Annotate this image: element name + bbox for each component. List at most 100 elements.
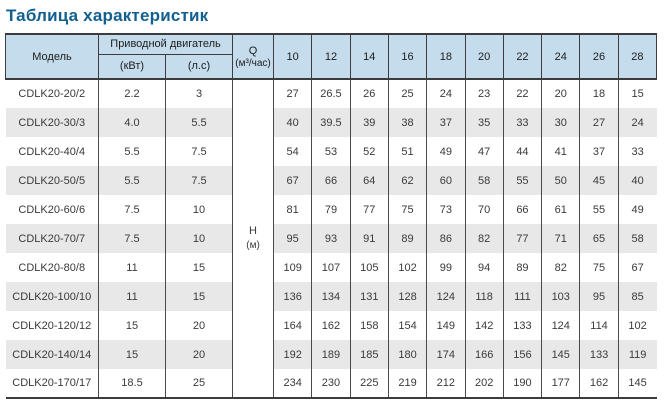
col-header-flow-16: 16 <box>387 33 428 80</box>
model-cell: CDLK20-40/4 <box>5 137 99 166</box>
head-value-cell: 23 <box>464 79 504 108</box>
table-row: CDLK20-20/2 2.2 3 Н (м) 27 26.5 26 25 24 23 22 20 18 1… <box>5 79 657 399</box>
head-value-cell: 44 <box>502 137 543 166</box>
head-value-cell: 93 <box>311 224 351 253</box>
model-cell: CDLK20-70/7 <box>5 224 99 253</box>
head-value-cell: 202 <box>464 369 504 399</box>
head-value-cell: 67 <box>617 253 657 282</box>
head-value-cell: 136 <box>273 282 313 311</box>
col-header-flow-10: 10 <box>273 33 313 80</box>
power-hp-cell: 20 <box>164 340 234 369</box>
head-value-cell: 174 <box>426 340 466 369</box>
head-value-cell: 109 <box>273 253 313 282</box>
col-header-flow-14: 14 <box>349 33 389 80</box>
power-kw-cell: 18.5 <box>98 369 166 399</box>
model-cell: CDLK20-60/6 <box>5 195 99 224</box>
head-value-cell: 22 <box>502 79 543 108</box>
head-value-cell: 70 <box>464 195 504 224</box>
head-value-cell: 111 <box>502 282 543 311</box>
power-hp-cell: 10 <box>164 195 234 224</box>
model-cell: CDLK20-30/3 <box>5 108 99 137</box>
col-header-flow-28: 28 <box>617 33 658 80</box>
head-value-cell: 55 <box>579 195 619 224</box>
model-cell: CDLK20-100/10 <box>5 282 99 311</box>
head-value-cell: 124 <box>541 311 581 340</box>
head-value-cell: 33 <box>502 108 543 137</box>
head-value-cell: 81 <box>273 195 313 224</box>
table-row: CDLK20-30/3 4.0 5.5 40 39.5 39 38 37 35 33 30 27 24 <box>5 108 657 137</box>
head-value-cell: 66 <box>311 166 351 195</box>
head-value-cell: 133 <box>502 311 543 340</box>
head-value-cell: 82 <box>464 224 504 253</box>
head-value-cell: 105 <box>349 253 389 282</box>
head-value-cell: 133 <box>579 340 619 369</box>
head-value-cell: 65 <box>579 224 619 253</box>
table-row: CDLK20-50/5 5.5 7.5 67 66 64 62 60 58 55 50 45 40 <box>5 166 657 195</box>
power-hp-cell: 7.5 <box>164 166 234 195</box>
power-hp-cell: 5.5 <box>164 108 234 137</box>
col-header-flow-26: 26 <box>579 33 619 80</box>
head-value-cell: 102 <box>617 311 657 340</box>
head-unit-cell: Н (м) <box>232 79 275 399</box>
head-value-cell: 145 <box>617 369 657 399</box>
col-header-motor-group: Приводной двигатель <box>97 33 234 55</box>
col-header-flow-22: 22 <box>502 33 543 80</box>
head-value-cell: 154 <box>387 311 428 340</box>
table-header: Модель Приводной двигатель Q (м³/час) 10… <box>5 33 658 80</box>
head-value-cell: 77 <box>349 195 389 224</box>
head-value-cell: 15 <box>617 79 657 108</box>
col-header-flow-18: 18 <box>426 33 466 80</box>
head-value-cell: 45 <box>579 166 619 195</box>
q-unit-label: (м³/час) <box>235 57 271 69</box>
power-kw-cell: 7.5 <box>98 195 166 224</box>
head-value-cell: 79 <box>311 195 351 224</box>
head-value-cell: 102 <box>387 253 428 282</box>
head-value-cell: 71 <box>541 224 581 253</box>
power-hp-cell: 7.5 <box>164 137 234 166</box>
head-value-cell: 30 <box>541 108 581 137</box>
head-value-cell: 33 <box>617 137 657 166</box>
head-value-cell: 166 <box>464 340 504 369</box>
head-value-cell: 234 <box>273 369 313 399</box>
head-value-cell: 89 <box>502 253 543 282</box>
head-value-cell: 82 <box>541 253 581 282</box>
head-value-cell: 85 <box>617 282 657 311</box>
head-value-cell: 53 <box>311 137 351 166</box>
head-value-cell: 37 <box>426 108 466 137</box>
head-value-cell: 124 <box>426 282 466 311</box>
power-kw-cell: 4.0 <box>98 108 166 137</box>
header-row-sub: (кВт) (л.с) <box>6 53 657 80</box>
head-value-cell: 192 <box>273 340 313 369</box>
head-value-cell: 58 <box>464 166 504 195</box>
model-cell: CDLK20-80/8 <box>5 253 99 282</box>
head-value-cell: 75 <box>579 253 619 282</box>
head-value-cell: 99 <box>426 253 466 282</box>
head-value-cell: 219 <box>387 369 428 399</box>
model-cell: CDLK20-140/14 <box>5 340 99 369</box>
head-value-cell: 180 <box>387 340 428 369</box>
head-value-cell: 39.5 <box>311 108 351 137</box>
table-row: CDLK20-100/10 11 15 136 134 131 128 124 118 111 10… <box>5 282 657 311</box>
head-value-cell: 61 <box>541 195 581 224</box>
q-label: Q <box>248 44 258 57</box>
head-value-cell: 62 <box>387 166 428 195</box>
power-hp-cell: 3 <box>164 79 234 108</box>
head-value-cell: 77 <box>502 224 543 253</box>
head-value-cell: 49 <box>617 195 657 224</box>
head-value-cell: 66 <box>502 195 543 224</box>
head-value-cell: 49 <box>426 137 466 166</box>
head-value-cell: 107 <box>311 253 351 282</box>
head-value-cell: 149 <box>426 311 466 340</box>
head-value-cell: 24 <box>617 108 657 137</box>
h-label: Н <box>249 224 257 237</box>
power-kw-cell: 15 <box>98 311 166 340</box>
power-kw-cell: 7.5 <box>98 224 166 253</box>
head-value-cell: 52 <box>349 137 389 166</box>
head-value-cell: 128 <box>387 282 428 311</box>
head-value-cell: 27 <box>273 79 313 108</box>
table-row: CDLK20-60/6 7.5 10 81 79 77 75 73 70 66 61 55 49 <box>5 195 657 224</box>
head-value-cell: 60 <box>426 166 466 195</box>
head-value-cell: 67 <box>273 166 313 195</box>
power-hp-cell: 10 <box>164 224 234 253</box>
head-value-cell: 41 <box>541 137 581 166</box>
